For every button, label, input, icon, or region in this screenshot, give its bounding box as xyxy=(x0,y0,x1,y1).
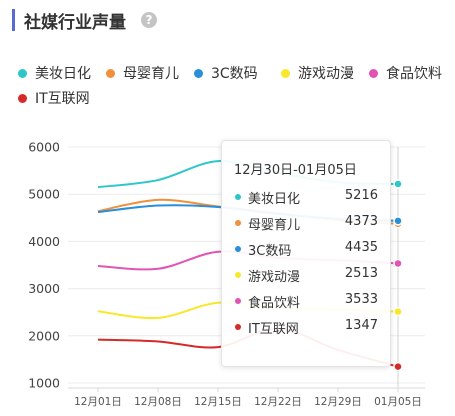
y-tick-label: 4000 xyxy=(28,234,60,249)
x-tick-label: 12月01日 xyxy=(74,396,122,408)
legend-dot xyxy=(281,68,290,78)
legend-label: 游戏动漫 xyxy=(298,66,354,82)
legend-item[interactable]: 母婴育儿 xyxy=(106,63,179,83)
legend-dot xyxy=(369,68,378,78)
tooltip-series-name: 食品饮料 xyxy=(248,296,301,311)
tooltip-series-value: 3533 xyxy=(344,292,378,307)
tooltip-row: 美妆日化 5216 xyxy=(222,187,390,207)
tooltip-row: 食品饮料 3533 xyxy=(222,291,390,311)
data-point xyxy=(393,179,403,189)
title-accent-bar xyxy=(12,9,15,31)
x-tick-label: 12月22日 xyxy=(254,396,302,408)
tooltip-dot xyxy=(235,324,241,330)
tooltip-dot xyxy=(235,272,241,278)
tooltip-row: 母婴育儿 4373 xyxy=(222,213,390,233)
chart-legend: 美妆日化 母婴育儿 3C数码 游戏动漫 食品饮料 IT互联网 xyxy=(0,60,455,110)
tooltip-title: 12月30日-01月05日 xyxy=(234,163,357,178)
x-tick-label: 12月08日 xyxy=(134,396,182,408)
data-point xyxy=(393,306,403,317)
legend-label: 食品饮料 xyxy=(386,66,442,82)
y-tick-label: 1000 xyxy=(28,376,60,391)
data-point xyxy=(393,361,403,372)
x-tick-label: 12月15日 xyxy=(194,396,242,408)
y-tick-label: 6000 xyxy=(28,140,60,155)
tooltip-series-value: 1347 xyxy=(344,318,378,333)
tooltip-series-value: 2513 xyxy=(344,266,378,281)
tooltip-series-name: 3C数码 xyxy=(248,244,292,259)
tooltip-dot xyxy=(235,220,241,226)
legend-item[interactable]: 食品饮料 xyxy=(369,63,442,83)
legend-label: 美妆日化 xyxy=(35,66,91,82)
tooltip-series-value: 4435 xyxy=(344,240,378,255)
legend-label: 3C数码 xyxy=(211,66,258,82)
page-title: 社媒行业声量 xyxy=(24,13,126,33)
y-tick-label: 5000 xyxy=(28,187,60,202)
chart-tooltip: 12月30日-01月05日 美妆日化 5216 母婴育儿 4373 3C数码 4435 游戏… xyxy=(221,140,391,367)
legend-dot xyxy=(18,93,27,103)
tooltip-series-name: IT互联网 xyxy=(248,322,299,337)
y-tick-label: 2000 xyxy=(28,328,60,343)
chart-header: 社媒行业声量 ? xyxy=(0,0,455,40)
y-tick-label: 3000 xyxy=(28,281,60,296)
x-tick-label: 12月29日 xyxy=(314,396,362,408)
tooltip-series-name: 美妆日化 xyxy=(248,192,301,207)
legend-item[interactable]: 3C数码 xyxy=(194,63,258,83)
tooltip-dot xyxy=(235,246,241,252)
tooltip-dot xyxy=(235,194,241,200)
legend-dot xyxy=(106,68,115,78)
legend-item[interactable]: 游戏动漫 xyxy=(281,63,354,83)
x-tick-label: 01月05日 xyxy=(374,396,422,408)
tooltip-series-value: 4373 xyxy=(344,214,378,229)
tooltip-row: 游戏动漫 2513 xyxy=(222,265,390,285)
legend-label: 母婴育儿 xyxy=(123,66,179,82)
tooltip-series-value: 5216 xyxy=(344,188,378,203)
tooltip-series-name: 母婴育儿 xyxy=(248,218,301,233)
data-point xyxy=(393,216,403,226)
question-circle-icon[interactable]: ? xyxy=(141,12,157,28)
tooltip-dot xyxy=(235,298,241,304)
tooltip-series-name: 游戏动漫 xyxy=(248,270,301,285)
tooltip-row: 3C数码 4435 xyxy=(222,239,390,259)
legend-item[interactable]: IT互联网 xyxy=(18,88,90,108)
legend-item[interactable]: 美妆日化 xyxy=(18,63,91,83)
legend-dot xyxy=(194,68,203,78)
legend-label: IT互联网 xyxy=(35,91,90,107)
data-point xyxy=(393,258,403,269)
legend-dot xyxy=(18,68,27,78)
tooltip-row: IT互联网 1347 xyxy=(222,317,390,337)
